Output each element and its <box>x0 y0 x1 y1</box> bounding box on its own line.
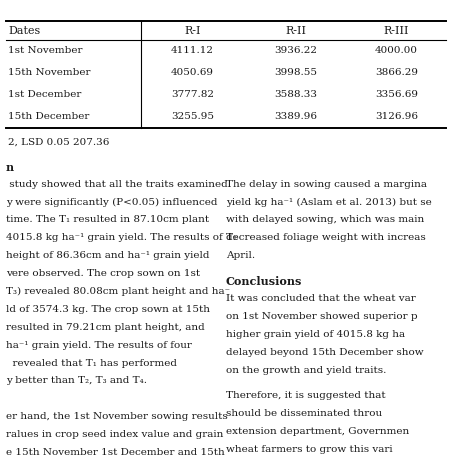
Text: y better than T₂, T₃ and T₄.: y better than T₂, T₃ and T₄. <box>6 376 147 385</box>
Text: R-III: R-III <box>384 26 410 36</box>
Text: time. The T₁ resulted in 87.10cm plant: time. The T₁ resulted in 87.10cm plant <box>6 215 209 224</box>
Text: R-I: R-I <box>184 26 201 36</box>
Text: wheat farmers to grow this vari: wheat farmers to grow this vari <box>226 445 392 454</box>
Text: 3389.96: 3389.96 <box>274 112 317 121</box>
Text: 4050.69: 4050.69 <box>171 68 214 77</box>
Text: R-II: R-II <box>285 26 306 36</box>
Text: 3588.33: 3588.33 <box>274 91 317 100</box>
Text: The delay in sowing caused a margina: The delay in sowing caused a margina <box>226 180 427 189</box>
Text: y were significantly (P<0.05) influenced: y were significantly (P<0.05) influenced <box>6 197 218 207</box>
Text: 3866.29: 3866.29 <box>375 68 418 77</box>
Text: er hand, the 1st November sowing results: er hand, the 1st November sowing results <box>6 412 228 421</box>
Text: 3777.82: 3777.82 <box>171 91 214 100</box>
Text: Conclusions: Conclusions <box>226 276 302 287</box>
Text: April.: April. <box>226 251 255 260</box>
Text: 3356.69: 3356.69 <box>375 91 418 100</box>
Text: 4015.8 kg ha⁻¹ grain yield. The results of T₂: 4015.8 kg ha⁻¹ grain yield. The results … <box>6 233 237 242</box>
Text: decreased foliage weight with increas: decreased foliage weight with increas <box>226 233 426 242</box>
Text: T₃) revealed 80.08cm plant height and ha⁻: T₃) revealed 80.08cm plant height and ha… <box>6 287 230 296</box>
Text: Therefore, it is suggested that: Therefore, it is suggested that <box>226 391 385 400</box>
Text: 1st November: 1st November <box>8 46 82 55</box>
Text: 3126.96: 3126.96 <box>375 112 418 121</box>
Text: study showed that all the traits examined: study showed that all the traits examine… <box>6 180 228 189</box>
Text: 15th November: 15th November <box>8 68 91 77</box>
Text: 3255.95: 3255.95 <box>171 112 214 121</box>
Text: height of 86.36cm and ha⁻¹ grain yield: height of 86.36cm and ha⁻¹ grain yield <box>6 251 210 260</box>
Text: 3998.55: 3998.55 <box>274 68 317 77</box>
Text: with delayed sowing, which was main: with delayed sowing, which was main <box>226 215 424 224</box>
Text: 4111.12: 4111.12 <box>171 46 214 55</box>
Text: delayed beyond 15th December show: delayed beyond 15th December show <box>226 348 424 357</box>
Text: ld of 3574.3 kg. The crop sown at 15th: ld of 3574.3 kg. The crop sown at 15th <box>6 305 210 314</box>
Text: Dates: Dates <box>8 26 40 36</box>
Text: e 15th November 1st December and 15th: e 15th November 1st December and 15th <box>6 448 225 457</box>
Text: yield kg ha⁻¹ (Aslam et al. 2013) but se: yield kg ha⁻¹ (Aslam et al. 2013) but se <box>226 197 432 207</box>
Text: 4000.00: 4000.00 <box>375 46 418 55</box>
Text: 15th December: 15th December <box>8 112 90 121</box>
Text: vere observed. The crop sown on 1st: vere observed. The crop sown on 1st <box>6 269 200 278</box>
Text: on the growth and yield traits.: on the growth and yield traits. <box>226 366 386 375</box>
Text: 1st December: 1st December <box>8 91 82 100</box>
Text: resulted in 79.21cm plant height, and: resulted in 79.21cm plant height, and <box>6 323 205 332</box>
Text: revealed that T₁ has performed: revealed that T₁ has performed <box>6 358 177 367</box>
Text: ralues in crop seed index value and grain: ralues in crop seed index value and grai… <box>6 430 223 439</box>
Text: should be disseminated throu: should be disseminated throu <box>226 409 382 418</box>
Text: on 1st November showed superior p: on 1st November showed superior p <box>226 312 418 321</box>
Text: 2, LSD 0.05 207.36: 2, LSD 0.05 207.36 <box>8 138 109 147</box>
Text: ha⁻¹ grain yield. The results of four: ha⁻¹ grain yield. The results of four <box>6 341 192 350</box>
Text: It was concluded that the wheat var: It was concluded that the wheat var <box>226 294 416 303</box>
Text: higher grain yield of 4015.8 kg ha: higher grain yield of 4015.8 kg ha <box>226 330 405 339</box>
Text: extension department, Governmen: extension department, Governmen <box>226 427 409 436</box>
Text: n: n <box>6 162 14 173</box>
Text: 3936.22: 3936.22 <box>274 46 317 55</box>
